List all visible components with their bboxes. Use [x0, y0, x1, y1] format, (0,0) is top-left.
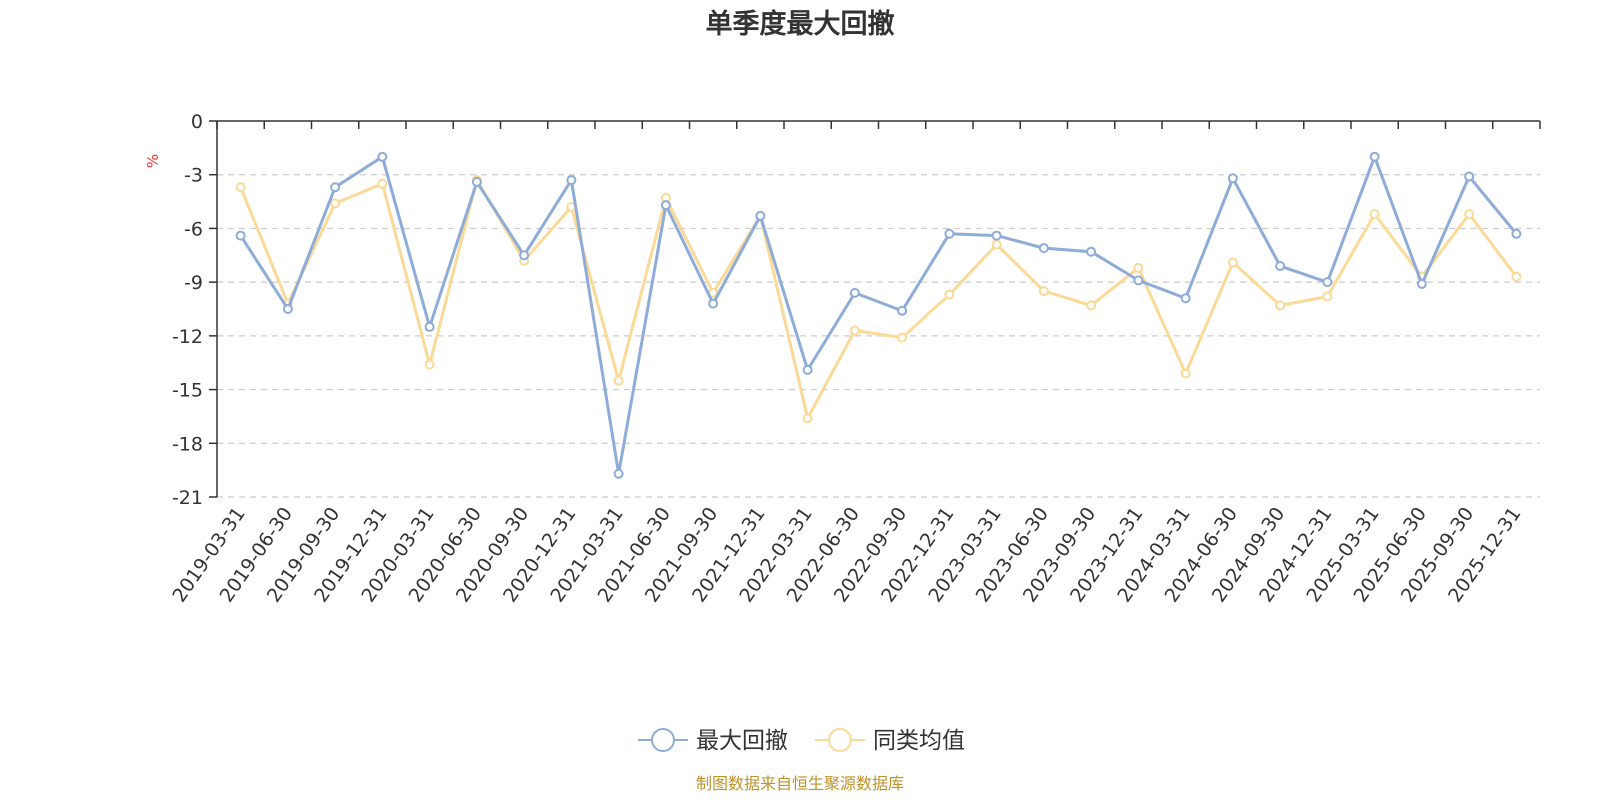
data-point	[1038, 286, 1049, 297]
data-point	[1086, 300, 1097, 311]
y-tick-label: -9	[184, 272, 203, 294]
data-point	[613, 375, 624, 386]
data-point	[566, 175, 577, 186]
y-tick-label: -21	[172, 487, 203, 509]
data-point	[282, 304, 293, 314]
chart-title: 单季度最大回撤	[705, 9, 895, 40]
y-tick-label: -12	[172, 326, 203, 348]
y-tick-label: -18	[172, 433, 203, 455]
data-point	[1275, 261, 1286, 272]
data-point	[1511, 228, 1522, 239]
series-0	[235, 151, 1522, 479]
series-1	[235, 175, 1522, 424]
data-point	[660, 200, 671, 211]
data-point	[1133, 262, 1144, 273]
legend: 最大回撤 同类均值	[638, 728, 965, 754]
source-note: 制图数据来自恒生聚源数据库	[695, 774, 904, 793]
data-point	[471, 176, 482, 187]
data-point	[1369, 209, 1380, 220]
data-point	[424, 359, 435, 370]
grid-lines	[217, 174, 1540, 498]
data-point	[1464, 171, 1475, 182]
data-point	[1322, 291, 1333, 302]
data-point	[1464, 209, 1475, 220]
series-line	[239, 178, 1518, 420]
data-point	[1227, 173, 1238, 184]
y-tick-label: -6	[184, 218, 203, 240]
data-point	[944, 289, 955, 300]
data-point	[330, 182, 341, 193]
data-point	[330, 198, 341, 209]
data-point	[424, 321, 435, 332]
series-line	[239, 155, 1518, 476]
data-point	[802, 413, 813, 424]
data-point	[235, 182, 246, 193]
data-point	[755, 210, 766, 221]
data-point	[849, 287, 860, 298]
data-point	[1086, 246, 1097, 257]
data-point	[1180, 368, 1191, 379]
data-point	[1416, 278, 1427, 289]
data-point	[802, 364, 813, 375]
axes: 0-3-6-9-12-15-18-21%2019-03-312019-06-30…	[144, 111, 1541, 606]
data-point	[1038, 243, 1049, 254]
legend-item-1: 同类均值	[815, 728, 965, 754]
data-point	[1227, 257, 1238, 268]
y-tick-label: -3	[184, 165, 203, 187]
legend-label: 同类均值	[873, 728, 965, 754]
data-point	[1322, 277, 1333, 288]
data-point	[235, 230, 246, 241]
data-point	[1275, 300, 1286, 311]
data-point	[1511, 271, 1522, 282]
data-point	[519, 250, 530, 261]
data-point	[897, 332, 908, 343]
legend-label: 最大回撤	[696, 728, 788, 754]
data-point	[991, 239, 1002, 250]
data-point	[377, 151, 388, 162]
series	[235, 151, 1522, 479]
data-point	[377, 178, 388, 189]
y-tick-label: -15	[172, 380, 203, 402]
data-point	[1180, 293, 1191, 304]
legend-item-0: 最大回撤	[638, 728, 788, 754]
data-point	[944, 228, 955, 239]
y-axis-unit: %	[144, 154, 162, 168]
data-point	[991, 230, 1002, 241]
legend-marker	[828, 728, 852, 752]
data-point	[897, 305, 908, 316]
data-point	[708, 298, 719, 309]
legend-marker	[651, 728, 675, 752]
data-point	[1369, 151, 1380, 162]
y-tick-label: 0	[191, 111, 203, 133]
data-point	[1133, 275, 1144, 286]
data-point	[613, 468, 624, 479]
data-point	[849, 325, 860, 336]
